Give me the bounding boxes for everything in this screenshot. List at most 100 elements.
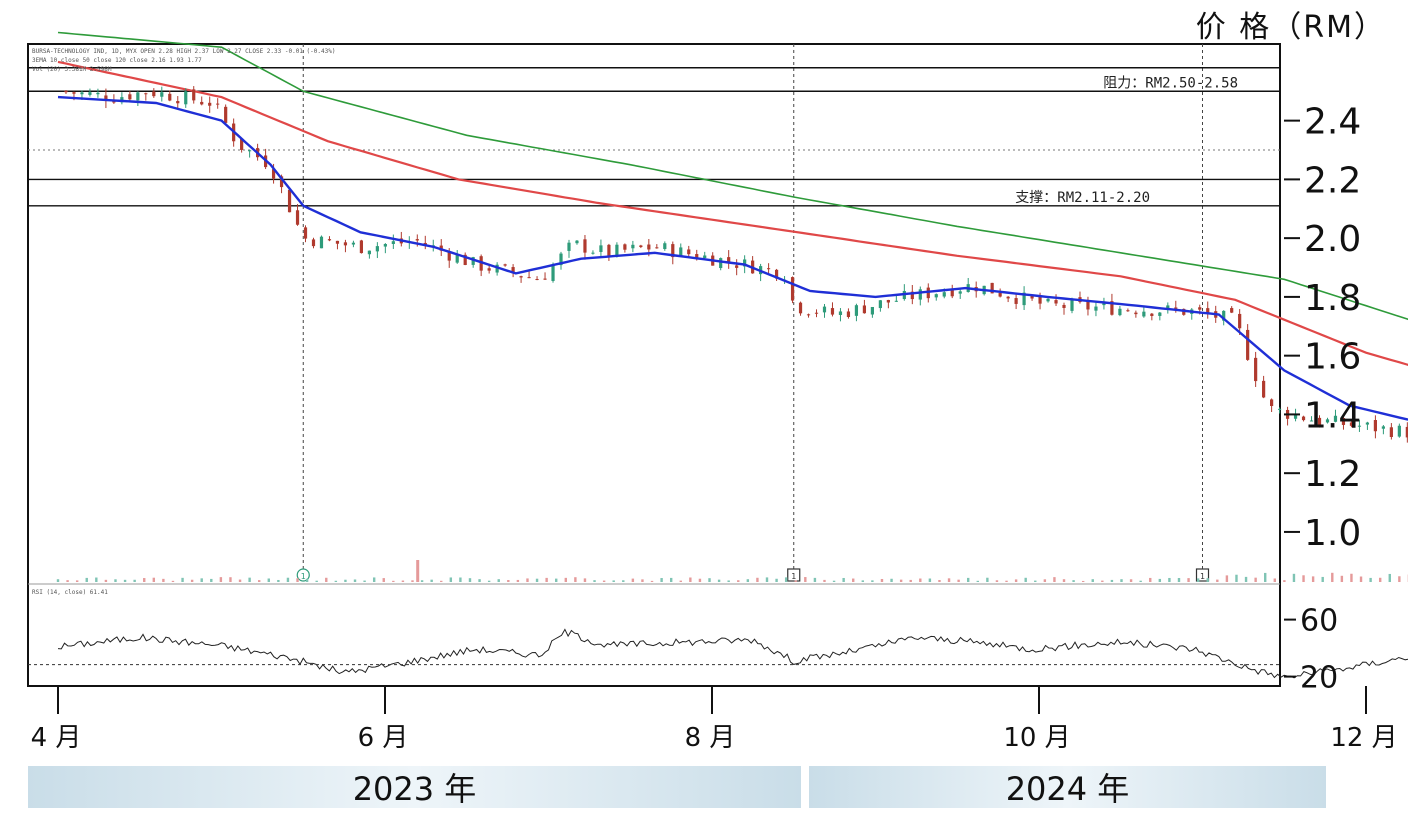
candle-body [319,236,324,249]
x-month-label: 4 月 [31,723,82,753]
volume-bar [545,577,548,582]
candle-body [1270,399,1274,407]
year-2023-label: 2023 年 [352,770,477,808]
candle-body [1381,426,1385,429]
ema10-line [57,95,1408,421]
volume-bar [1264,572,1267,582]
volume-bar [104,579,108,582]
candle-body [1102,302,1106,306]
x-month-label: 10 月 [1003,723,1070,753]
volume-bar [1254,577,1257,582]
candle-body [152,91,156,97]
candle-body [343,242,348,246]
candle-body [894,300,898,302]
candle-body [830,308,835,315]
volume-bar [583,578,587,582]
candle-body [1134,312,1138,315]
candle-body [990,282,994,294]
volume-bar [143,578,146,582]
volume-bar [1139,580,1142,582]
candle-body [766,268,771,270]
candle-body [335,240,340,244]
volume-bar [1283,580,1286,582]
volume-bar [219,577,223,582]
volume-bar [1158,578,1162,582]
candle-body [727,257,731,263]
candle-body [359,240,364,254]
legend-line: 3EMA 10 close 50 close 120 close 2.16 1.… [32,57,202,64]
candle-body [695,254,699,259]
y-tick-label: 1.8 [1304,278,1361,319]
volume-bar [334,580,338,582]
candle-body [351,242,356,245]
volume-bar [286,577,290,582]
volume-bar [181,577,184,582]
candle-body [383,243,387,247]
volume-bar [976,580,979,582]
candle-body [631,244,635,249]
candle-body [846,311,851,317]
volume-bar [430,579,433,582]
event-marker [296,568,310,582]
year-2024-label: 2024 年 [1005,770,1130,808]
candle-body [822,306,827,313]
volume-bar [459,577,462,582]
candle-body [814,312,819,314]
candle-body [1293,414,1298,419]
volume-bar [382,578,385,582]
candle-body [1397,425,1401,437]
volume-bar [832,580,836,582]
volume-bar [1206,578,1209,582]
candle-body [303,227,308,239]
candle-body [1222,310,1226,321]
volume-bar [746,579,750,582]
candle-body [176,101,180,104]
volume-bar [1235,574,1238,582]
candle-body [160,92,164,97]
volume-bar [401,580,405,582]
volume-bar [899,579,903,582]
volume-bar [363,580,366,582]
candle-body [128,94,132,100]
candle-body [295,210,300,225]
y-tick-label: 1.0 [1304,513,1361,554]
volume-bar [1350,573,1353,582]
volume-bar [190,579,194,582]
volume-bar [957,579,960,582]
candle-body [806,314,811,316]
candle-body [279,176,284,188]
candle-body [655,247,659,249]
volume-bar [612,580,615,582]
volume-bar [909,579,912,582]
candle-body [1054,300,1058,304]
volume-bar [919,578,922,582]
candle-body [192,89,196,101]
candle-body [463,254,467,265]
candle-body [838,311,843,315]
candle-body [1038,296,1042,304]
volume-bar [1024,577,1027,582]
candle-body [599,245,603,252]
candle-body [80,92,84,95]
volume-bar [305,578,309,582]
candle-body [527,277,531,279]
volume-bar [861,580,865,582]
volume-bar [478,579,481,582]
candle-body [687,249,691,255]
candle-body [743,259,747,267]
event-marker-label: 1 [1200,572,1205,581]
candle-body [1110,301,1114,315]
volume-bar [784,577,788,582]
volume-bar [440,580,443,582]
x-month-label: 6 月 [358,723,409,753]
y-tick-label: 2.0 [1304,219,1361,260]
volume-bar [1321,576,1324,582]
candle-body [200,101,204,105]
volume-bar [1062,579,1066,582]
candle-body [559,253,563,266]
event-marker [1195,568,1210,582]
volume-bar [411,580,414,582]
candle-body [1230,308,1234,313]
candle-body [567,242,571,251]
candle-body [271,169,276,179]
